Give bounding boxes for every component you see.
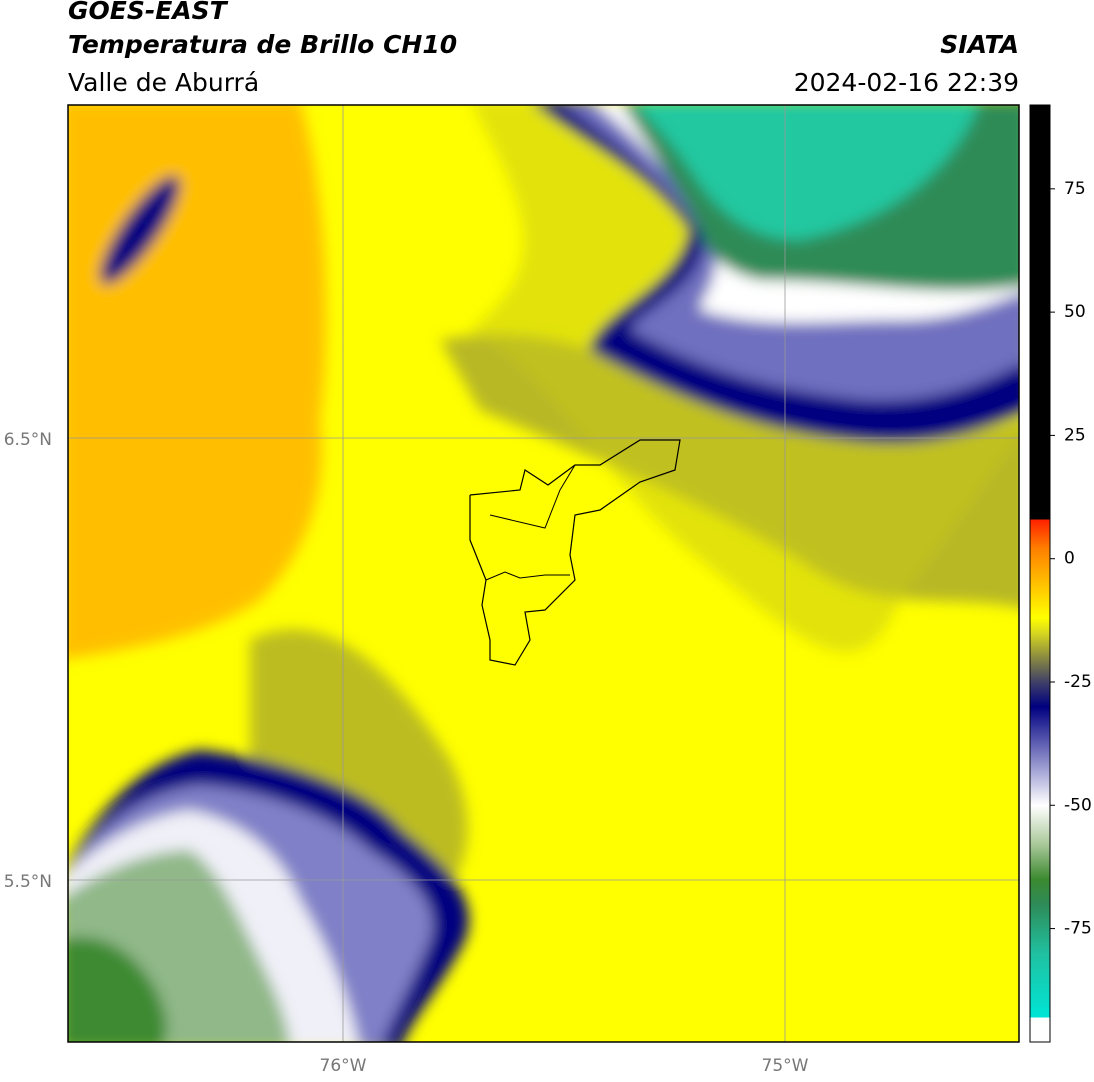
colorbar: [1029, 104, 1051, 1043]
lat-label: 5.5°N: [4, 872, 52, 892]
colorbar-tick-label: 25: [1064, 425, 1086, 445]
lat-label: 6.5°N: [4, 430, 52, 450]
colorbar-tick-label: 75: [1064, 179, 1086, 199]
datetime: 2024-02-16 22:39: [794, 68, 1019, 97]
colorbar-tick-label: 0: [1064, 549, 1075, 569]
municipal-boundaries: [469, 439, 681, 666]
subtitle: Temperatura de Brillo CH10: [68, 30, 457, 59]
lon-label: 75°W: [762, 1056, 809, 1076]
satellite-image: [68, 105, 1019, 1042]
region: Valle de Aburrá: [68, 68, 259, 97]
source: SIATA: [940, 30, 1019, 59]
colorbar-tick-label: -50: [1064, 795, 1092, 815]
title: GOES-EAST: [68, 0, 229, 25]
colorbar-tick-label: 50: [1064, 302, 1086, 322]
map-frame: [67, 104, 1020, 1043]
colorbar-tick-label: -75: [1064, 919, 1092, 939]
colorbar-tick-label: -25: [1064, 672, 1092, 692]
lon-label: 76°W: [320, 1056, 367, 1076]
